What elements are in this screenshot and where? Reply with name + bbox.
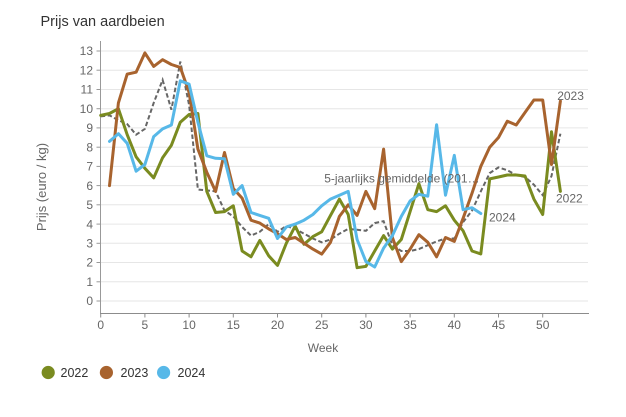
svg-text:5: 5 bbox=[86, 198, 93, 212]
svg-text:2024: 2024 bbox=[489, 211, 516, 225]
svg-text:2: 2 bbox=[86, 256, 93, 270]
svg-text:4: 4 bbox=[86, 217, 93, 231]
svg-text:5: 5 bbox=[142, 318, 149, 332]
svg-text:0: 0 bbox=[97, 318, 104, 332]
svg-text:2023: 2023 bbox=[121, 366, 149, 380]
svg-text:Prijs (euro / kg): Prijs (euro / kg) bbox=[34, 143, 49, 231]
svg-text:2024: 2024 bbox=[178, 366, 206, 380]
svg-text:25: 25 bbox=[315, 318, 329, 332]
svg-text:0: 0 bbox=[86, 294, 93, 308]
svg-text:35: 35 bbox=[403, 318, 417, 332]
svg-text:13: 13 bbox=[80, 44, 94, 58]
svg-text:8: 8 bbox=[86, 140, 93, 154]
svg-text:2023: 2023 bbox=[557, 89, 584, 103]
svg-text:3: 3 bbox=[86, 237, 93, 251]
svg-text:Week: Week bbox=[308, 341, 339, 355]
svg-text:11: 11 bbox=[81, 83, 94, 97]
svg-text:9: 9 bbox=[86, 121, 93, 135]
svg-text:45: 45 bbox=[492, 318, 506, 332]
svg-text:15: 15 bbox=[227, 318, 241, 332]
svg-text:6: 6 bbox=[86, 179, 93, 193]
svg-text:2022: 2022 bbox=[61, 366, 89, 380]
svg-text:12: 12 bbox=[80, 63, 94, 77]
svg-text:40: 40 bbox=[448, 318, 462, 332]
svg-text:1: 1 bbox=[86, 275, 93, 289]
svg-text:10: 10 bbox=[182, 318, 196, 332]
svg-text:7: 7 bbox=[86, 160, 93, 174]
svg-text:5-jaarlijks gemiddelde (201…: 5-jaarlijks gemiddelde (201… bbox=[324, 172, 479, 186]
svg-text:2022: 2022 bbox=[556, 192, 583, 206]
svg-text:30: 30 bbox=[359, 318, 373, 332]
svg-text:20: 20 bbox=[271, 318, 285, 332]
svg-text:Prijs van aardbeien: Prijs van aardbeien bbox=[41, 14, 165, 30]
svg-text:50: 50 bbox=[536, 318, 550, 332]
svg-text:10: 10 bbox=[80, 102, 94, 116]
